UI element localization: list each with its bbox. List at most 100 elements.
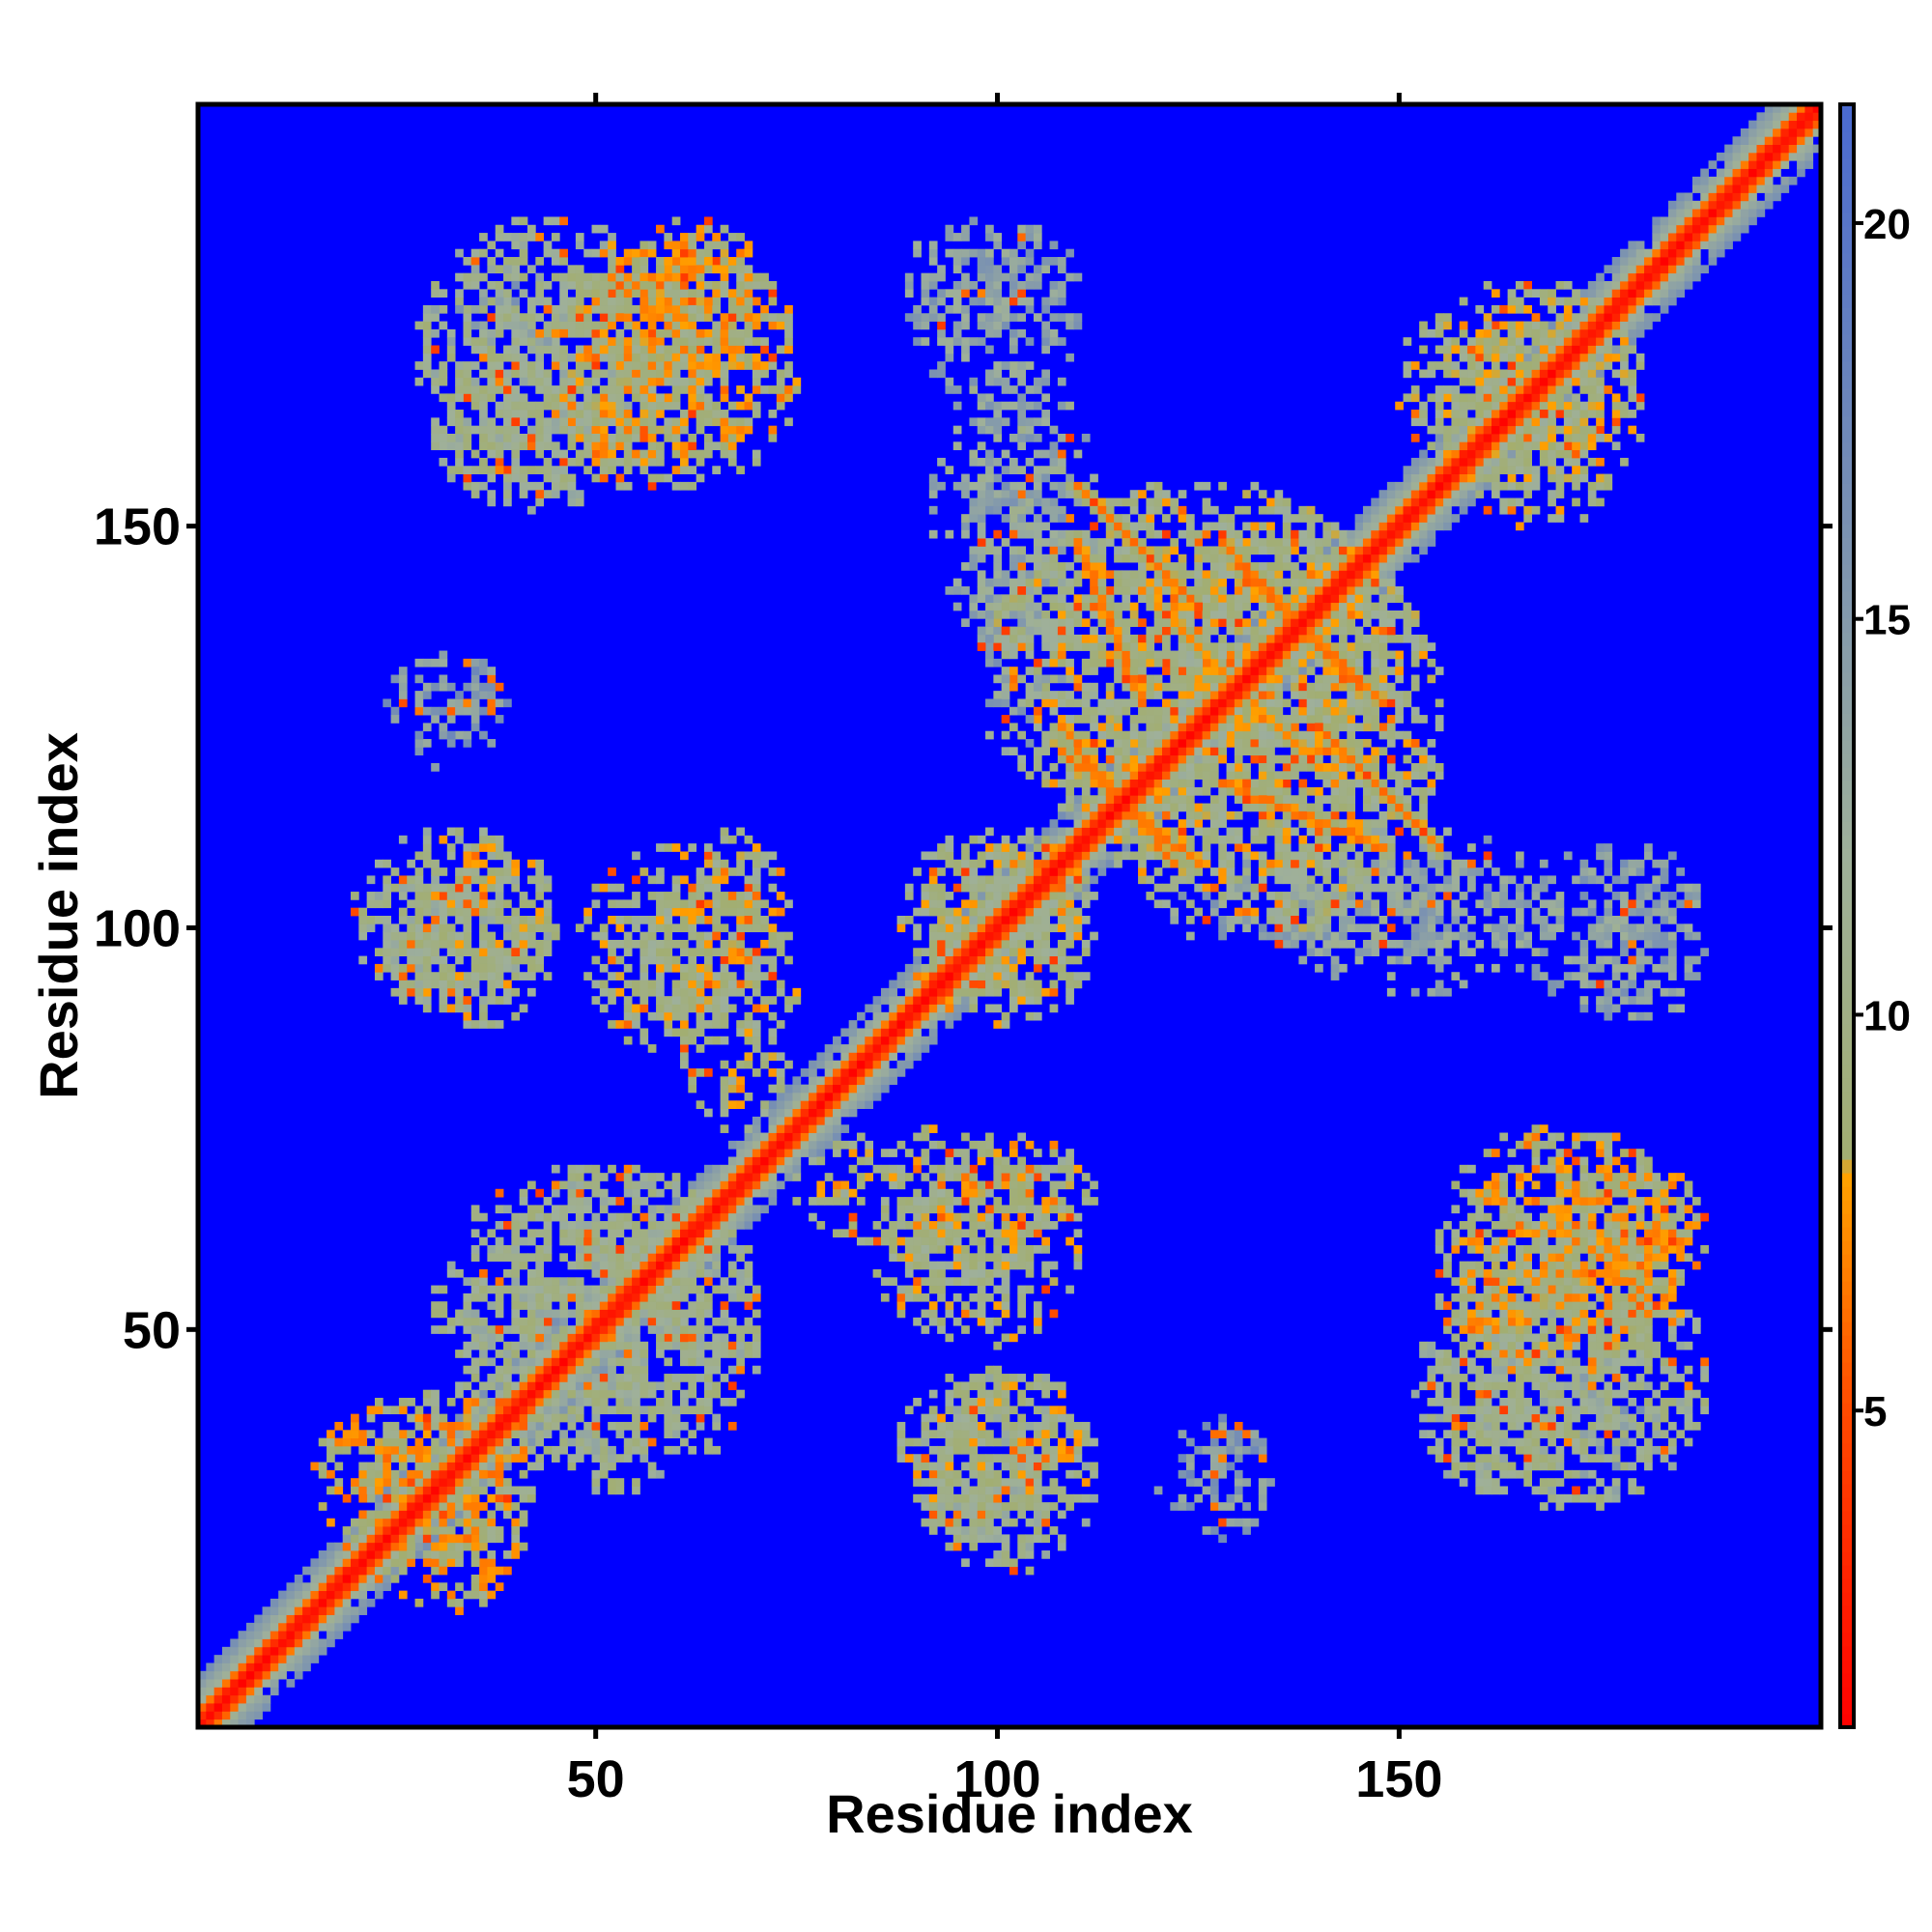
heatmap-cell	[455, 1454, 464, 1463]
heatmap-cell	[1041, 538, 1050, 547]
heatmap-cell	[567, 1309, 577, 1319]
heatmap-cell	[688, 1197, 697, 1206]
heatmap-cell	[1049, 457, 1059, 467]
heatmap-cell	[1539, 328, 1548, 338]
heatmap-cell	[680, 1205, 689, 1214]
heatmap-cell	[526, 321, 536, 330]
heatmap-cell	[1025, 1454, 1035, 1463]
heatmap-cell	[1676, 1398, 1686, 1406]
heatmap-cell	[921, 289, 930, 298]
heatmap-cell	[1033, 562, 1042, 571]
heatmap-cell	[567, 272, 577, 282]
heatmap-cell	[608, 393, 616, 403]
heatmap-cell	[1635, 1285, 1645, 1294]
heatmap-cell	[479, 233, 488, 242]
heatmap-cell	[1572, 1285, 1580, 1294]
heatmap-cell	[937, 321, 946, 330]
heatmap-cell	[961, 972, 970, 980]
heatmap-cell	[1226, 715, 1236, 724]
heatmap-cell	[1587, 867, 1597, 876]
heatmap-cell	[455, 835, 464, 844]
heatmap-cell	[848, 1100, 858, 1110]
heatmap-cell	[439, 931, 448, 941]
heatmap-cell	[398, 916, 408, 924]
heatmap-cell	[1435, 449, 1444, 459]
heatmap-cell	[374, 1526, 384, 1535]
heatmap-cell	[1419, 931, 1428, 941]
heatmap-cell	[543, 1365, 553, 1375]
heatmap-cell	[952, 996, 962, 1005]
heatmap-cell	[1620, 1413, 1629, 1423]
heatmap-cell	[952, 265, 962, 274]
heatmap-cell	[1001, 297, 1010, 306]
heatmap-cell	[358, 1574, 368, 1583]
heatmap-cell	[639, 1285, 649, 1294]
heatmap-cell	[1611, 1244, 1621, 1254]
heatmap-cell	[1209, 747, 1219, 756]
heatmap-cell	[1459, 457, 1468, 467]
heatmap-cell	[1555, 1365, 1565, 1375]
heatmap-cell	[985, 1558, 994, 1568]
heatmap-cell	[1604, 1293, 1613, 1302]
heatmap-cell	[1419, 899, 1428, 909]
heatmap-cell	[1531, 1462, 1541, 1471]
heatmap-cell	[937, 980, 946, 989]
heatmap-cell	[519, 328, 528, 338]
heatmap-cell	[374, 1574, 384, 1583]
heatmap-cell	[792, 1076, 802, 1086]
heatmap-cell	[824, 1124, 834, 1133]
heatmap-cell	[671, 377, 681, 386]
heatmap-cell	[310, 1646, 320, 1656]
heatmap-cell	[688, 1221, 697, 1230]
heatmap-cell	[559, 272, 568, 282]
heatmap-cell	[1764, 185, 1774, 193]
heatmap-cell	[599, 313, 609, 322]
heatmap-cell	[1250, 658, 1260, 668]
heatmap-cell	[1017, 1510, 1027, 1520]
heatmap-cell	[671, 216, 681, 226]
heatmap-cell	[334, 1558, 344, 1568]
heatmap-cell	[921, 1011, 930, 1021]
heatmap-cell	[327, 1558, 335, 1568]
heatmap-cell	[1572, 353, 1580, 362]
heatmap-cell	[1635, 1205, 1645, 1214]
heatmap-cell	[1218, 667, 1227, 675]
heatmap-cell	[1620, 1229, 1629, 1238]
heatmap-cell	[1378, 538, 1388, 547]
heatmap-cell	[615, 280, 625, 290]
heatmap-cell	[993, 1493, 1003, 1503]
heatmap-cell	[928, 529, 938, 539]
heatmap-cell	[1724, 185, 1733, 193]
heatmap-cell	[1604, 851, 1613, 861]
heatmap-cell	[727, 1212, 737, 1222]
heatmap-cell	[470, 361, 480, 370]
heatmap-cell	[671, 297, 681, 306]
heatmap-cell	[470, 248, 480, 258]
heatmap-cell	[727, 257, 737, 266]
heatmap-cell	[696, 233, 705, 242]
heatmap-cell	[1555, 1212, 1565, 1222]
heatmap-cell	[1330, 892, 1340, 900]
heatmap-cell	[1049, 497, 1059, 507]
heatmap-cell	[736, 1156, 745, 1166]
heatmap-cell	[1667, 241, 1677, 250]
heatmap-cell	[213, 1719, 223, 1728]
heatmap-cell	[398, 1526, 408, 1535]
heatmap-cell	[632, 1317, 640, 1326]
heatmap-cell	[591, 1301, 601, 1310]
heatmap-cell	[543, 417, 553, 427]
heatmap-cell	[1724, 216, 1733, 226]
heatmap-cell	[647, 1317, 657, 1326]
heatmap-cell	[840, 1124, 850, 1133]
heatmap-cell	[904, 313, 914, 322]
heatmap-cell	[608, 1309, 616, 1319]
heatmap-cell	[752, 1180, 761, 1190]
heatmap-cell	[985, 1406, 994, 1415]
heatmap-cell	[583, 1381, 592, 1391]
heatmap-cell	[696, 257, 705, 266]
heatmap-cell	[703, 1205, 713, 1214]
heatmap-cell	[664, 1212, 673, 1222]
heatmap-cell	[872, 1036, 882, 1045]
heatmap-cell	[952, 280, 962, 290]
heatmap-cell	[744, 304, 753, 314]
